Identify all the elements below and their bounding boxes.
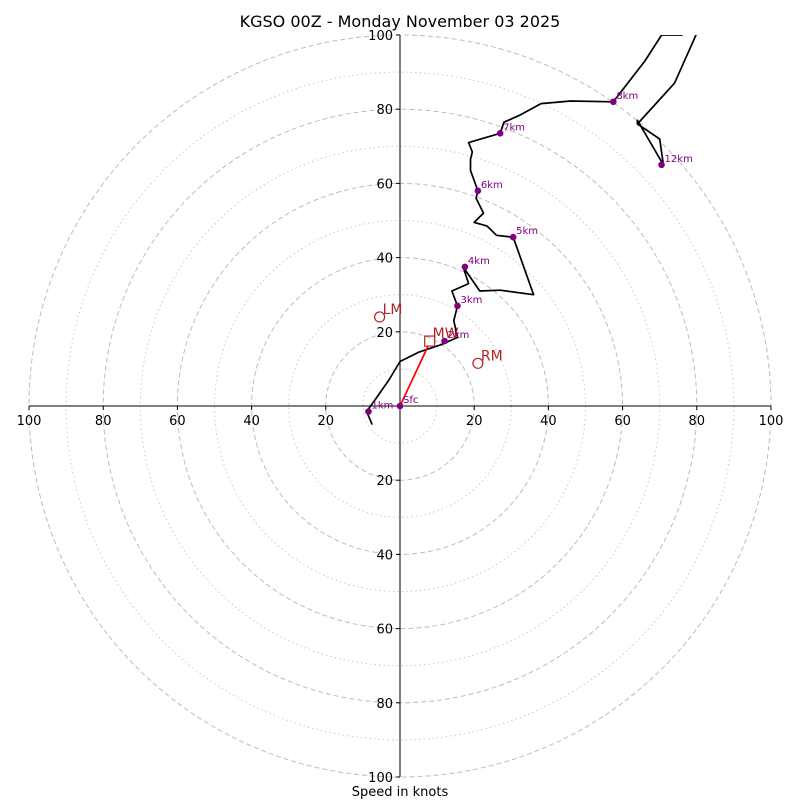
height-marker-label: 3km (461, 295, 483, 306)
y-tick-label: 100 (368, 29, 393, 44)
y-tick-label: 40 (376, 252, 393, 267)
y-tick-label: 60 (376, 177, 393, 192)
y-tick-label: 40 (376, 548, 393, 563)
height-marker-point (610, 98, 617, 106)
y-tick-label: 20 (376, 474, 393, 489)
x-tick-label: 80 (689, 414, 706, 429)
data-series (365, 35, 697, 425)
y-tick-label: 80 (376, 697, 393, 712)
x-axis-label: Speed in knots (352, 785, 449, 800)
x-tick-label: 60 (169, 414, 186, 429)
height-marker-point (461, 263, 469, 271)
x-tick-label: 100 (759, 414, 784, 429)
y-tick-label: 60 (376, 623, 393, 638)
hodograph-trace-line (636, 35, 697, 166)
height-marker-point (365, 408, 372, 415)
x-tick-label: 60 (614, 414, 631, 429)
x-tick-label: 20 (318, 414, 335, 429)
height-markers: Sfc 1km 2km 3km 4km 5km 6km 7km 8km 12km (365, 91, 693, 415)
storm-motion-markers: LM RM MW (373, 302, 503, 369)
storm-motion-marker (472, 357, 484, 369)
mean-wind-marker (424, 335, 436, 347)
height-marker-point (509, 233, 517, 241)
height-marker-label: 1km (371, 401, 393, 412)
height-marker-label: 4km (468, 256, 490, 267)
height-marker-label: Sfc (403, 395, 418, 406)
storm-motion-label: MW (433, 326, 459, 342)
series-clip-group (365, 35, 697, 425)
storm-motion-label: RM (481, 348, 503, 364)
height-marker-point (396, 402, 404, 410)
y-tick-label: 20 (376, 326, 393, 341)
storm-motion-label: LM (383, 302, 403, 318)
height-marker-label: 6km (481, 180, 503, 191)
height-marker-point (496, 130, 504, 137)
height-marker-label: 12km (665, 154, 693, 165)
x-tick-label: 40 (243, 414, 260, 429)
y-tick-label: 100 (368, 771, 393, 786)
hodograph-trace-line (365, 35, 683, 425)
storm-motion-marker (373, 311, 386, 323)
height-marker-label: 8km (616, 91, 638, 102)
x-tick-label: 40 (540, 414, 557, 429)
y-tick-label: 80 (376, 103, 393, 118)
height-marker-label: 5km (516, 226, 538, 237)
chart-title: KGSO 00Z - Monday November 03 2025 (240, 12, 561, 31)
tick-labels: 100 80 60 40 20 20 40 60 80 100 100 80 60 40 20 20 40 60 8… (17, 29, 784, 786)
height-marker-label: 7km (503, 122, 525, 133)
x-tick-label: 100 (17, 414, 42, 429)
height-marker-point (454, 302, 461, 310)
mean-wind-vector-line (399, 346, 429, 407)
x-tick-label: 20 (466, 414, 483, 429)
height-marker-label: 2km (448, 330, 470, 341)
x-tick-label: 80 (95, 414, 112, 429)
height-marker-point (441, 337, 448, 345)
height-marker-point (658, 161, 665, 169)
height-marker-point (474, 187, 482, 195)
